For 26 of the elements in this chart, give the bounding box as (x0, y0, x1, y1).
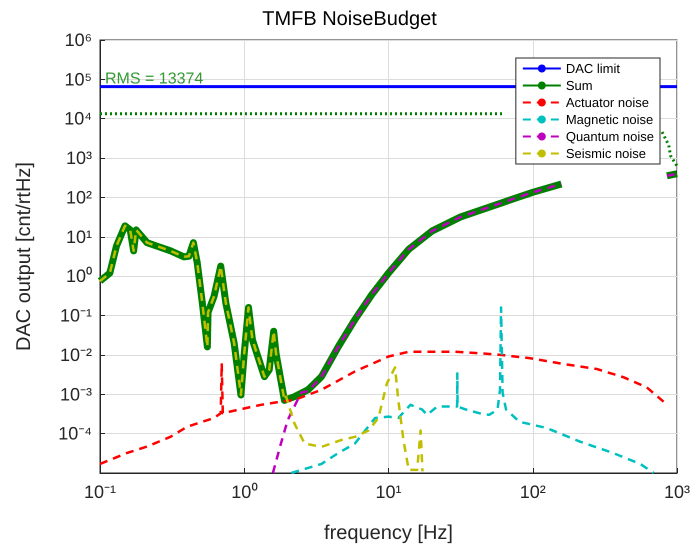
y-tick-label: 10⁻² (60, 344, 92, 365)
y-axis-title: DAC output [cnt/rtHz] (13, 162, 35, 351)
x-tick-label: 10¹ (375, 482, 402, 502)
y-tick-label: 10¹ (66, 226, 92, 247)
x-tick-label: 10³ (664, 482, 690, 502)
y-tick-label: 10⁴ (64, 108, 92, 129)
y-tick-label: 10³ (66, 148, 92, 168)
y-tick-label: 10² (66, 187, 92, 208)
y-tick-label: 10⁻¹ (60, 306, 92, 326)
x-tick-label: 10⁻¹ (84, 482, 116, 502)
x-tick-label: 10² (520, 482, 546, 502)
y-tick-label: 10⁵ (64, 69, 92, 90)
legend-label: Quantum noise (566, 129, 654, 144)
legend-label: Sum (566, 78, 593, 93)
y-tick-label: 10⁻³ (60, 384, 92, 404)
y-tick-label: 10⁶ (64, 30, 92, 50)
legend-label: Magnetic noise (566, 112, 654, 127)
legend-label: DAC limit (566, 61, 620, 76)
y-tick-label: 10⁰ (66, 266, 92, 286)
legend-label: Seismic noise (566, 146, 646, 161)
legend-label: Actuator noise (566, 95, 649, 110)
x-axis-title: frequency [Hz] (324, 522, 453, 544)
x-tick-label: 10⁰ (231, 482, 258, 502)
annotation: RMS = 13374 (105, 70, 204, 88)
chart-title: TMFB NoiseBudget (262, 8, 438, 30)
y-tick-label: 10⁻⁴ (58, 424, 92, 444)
